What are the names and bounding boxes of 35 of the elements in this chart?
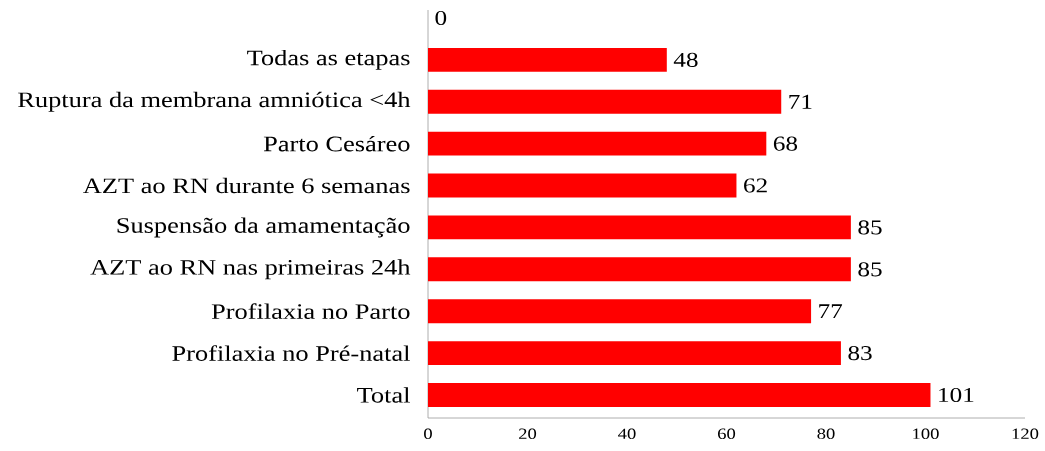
bar [428,89,782,114]
y-tick-label: AZT ao RN durante 6 semanas [83,177,410,194]
data-label: 62 [744,178,767,193]
x-tick-label: 60 [718,428,736,439]
data-label: 0 [435,10,447,26]
bar [428,257,851,282]
y-tick-label: Profilaxia no Pré-natal [172,345,410,361]
bar [428,173,737,198]
x-tick-label: 40 [618,428,636,439]
y-tick-label: AZT ao RN nas primeiras 24h [90,259,411,280]
x-tick-label: 80 [817,428,835,439]
data-label: 101 [939,387,974,403]
y-tick-label: Todas as etapas [247,49,410,70]
y-tick-label: Ruptura da membrana amniótica <4h [18,91,411,112]
data-label: 71 [789,94,812,109]
bar [428,47,667,72]
x-tick-label: 120 [1012,428,1039,439]
bar [428,383,931,407]
data-label: 48 [673,52,698,67]
bar [428,341,841,366]
y-tick-label: Parto Cesáreo [263,135,410,152]
y-tick-label: Suspensão da amamentação [117,217,410,238]
data-label: 77 [819,304,843,319]
data-label: 68 [773,136,798,151]
data-label: 83 [848,345,872,361]
x-tick-label: 100 [913,428,939,439]
bar [428,131,767,156]
y-tick-label: Total [357,387,410,403]
bar [428,215,851,240]
y-tick-label: Profilaxia no Parto [211,303,410,320]
bar [428,299,812,324]
x-tick-label: 0 [424,428,432,439]
data-label: 85 [858,262,882,277]
data-label: 85 [858,220,882,235]
x-tick-label: 20 [519,428,537,439]
